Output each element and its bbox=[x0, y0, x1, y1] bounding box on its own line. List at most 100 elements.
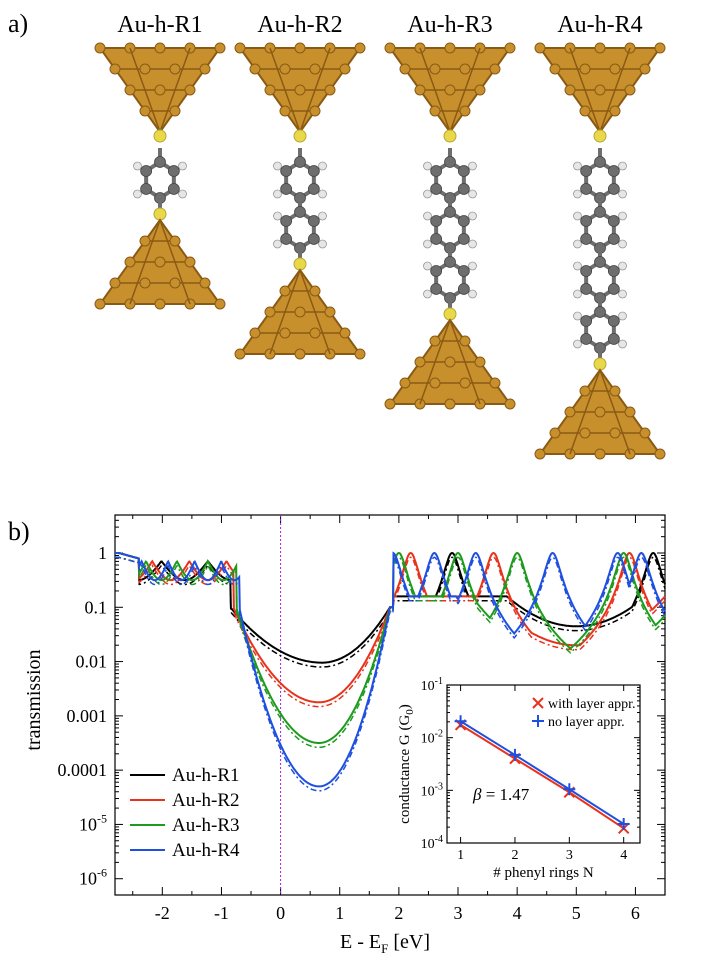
gold-atom bbox=[234, 42, 246, 54]
gold-atom bbox=[624, 406, 636, 418]
carbon-atom bbox=[167, 183, 180, 195]
carbon-atom bbox=[280, 215, 293, 227]
panel-a-label: a) bbox=[8, 9, 28, 38]
gold-atom bbox=[384, 42, 396, 54]
gold-atom bbox=[504, 398, 516, 410]
gold-atom bbox=[459, 335, 471, 347]
carbon-atom bbox=[167, 165, 180, 177]
carbon-atom bbox=[457, 265, 470, 277]
x-tick-label: 0 bbox=[276, 903, 285, 923]
y-tick-label: 1 bbox=[98, 543, 107, 563]
inset-marker-no-layer bbox=[563, 783, 576, 796]
sulfur-atom-top bbox=[153, 129, 167, 143]
carbon-atom bbox=[430, 215, 443, 227]
inset-x-tick-label: 3 bbox=[566, 848, 573, 863]
inset-y-tick-label: 10-1 bbox=[421, 676, 443, 694]
gold-atom bbox=[594, 448, 606, 460]
gold-atom bbox=[264, 84, 276, 96]
sulfur-atom-top bbox=[443, 129, 457, 143]
structure-label-4: Au-h-R4 bbox=[557, 12, 642, 38]
gold-lattice-line bbox=[449, 319, 481, 405]
hydrogen-atom bbox=[273, 239, 282, 249]
gold-atom bbox=[309, 63, 321, 75]
carbon-atom bbox=[580, 183, 593, 195]
gold-atom bbox=[169, 235, 181, 247]
gold-atom bbox=[429, 377, 441, 389]
gold-atom bbox=[414, 356, 426, 368]
carbon-atom bbox=[607, 215, 620, 227]
hydrogen-atom bbox=[573, 189, 582, 199]
gold-atom bbox=[444, 356, 456, 368]
gold-atom bbox=[169, 277, 181, 289]
carbon-atom bbox=[580, 233, 593, 245]
gold-atom bbox=[579, 427, 591, 439]
gold-atom bbox=[579, 105, 591, 117]
panel-a-structures: a) Au-h-R1 Au-h-R2 Au-h-R3 Au-h-R4 bbox=[8, 9, 666, 460]
gold-atom bbox=[154, 256, 166, 268]
x-tick-label: 2 bbox=[394, 903, 403, 923]
gold-lattice-line bbox=[299, 47, 331, 133]
carbon-atom bbox=[307, 233, 320, 245]
carbon-atom bbox=[594, 206, 606, 218]
legend-entry-au-h-r1: Au-h-R1 bbox=[172, 765, 240, 786]
gold-atom bbox=[249, 63, 261, 75]
carbon-atom bbox=[280, 233, 293, 245]
inset-y-tick-label: 10-2 bbox=[421, 729, 443, 747]
hydrogen-atom bbox=[618, 189, 627, 199]
y-tick-label: 0.0001 bbox=[58, 760, 108, 780]
gold-lattice-line bbox=[449, 47, 481, 133]
gold-atom bbox=[339, 63, 351, 75]
hydrogen-atom bbox=[423, 211, 432, 221]
gold-atom bbox=[429, 63, 441, 75]
gold-lattice-line bbox=[159, 47, 191, 133]
sulfur-atom-bottom bbox=[293, 257, 307, 271]
hydrogen-atom bbox=[468, 239, 477, 249]
gold-atom bbox=[169, 63, 181, 75]
gold-atom bbox=[474, 84, 486, 96]
carbon-atom bbox=[280, 183, 293, 195]
gold-atom bbox=[294, 348, 306, 360]
gold-atom bbox=[94, 42, 106, 54]
gold-atom bbox=[549, 63, 561, 75]
legend-entry-au-h-r4: Au-h-R4 bbox=[172, 840, 240, 861]
carbon-atom bbox=[594, 156, 606, 168]
gold-atom bbox=[354, 42, 366, 54]
molecule-structures bbox=[94, 42, 666, 460]
y-tick-label: 0.1 bbox=[85, 597, 108, 617]
carbon-atom bbox=[580, 165, 593, 177]
x-tick-label: -1 bbox=[214, 903, 229, 923]
gold-lattice-line bbox=[599, 47, 631, 133]
hydrogen-atom bbox=[468, 289, 477, 299]
gold-atom bbox=[594, 84, 606, 96]
gold-atom bbox=[534, 448, 546, 460]
gold-atom bbox=[339, 327, 351, 339]
gold-atom bbox=[324, 84, 336, 96]
carbon-atom bbox=[607, 333, 620, 345]
inset-legend-marker-no-layer bbox=[532, 715, 544, 727]
inset-conductance-chart: 1 2 3 4 10-1 10-2 10-3 10-4 # phenyl rings N cond… bbox=[392, 676, 655, 885]
inset-fit-line-0 bbox=[460, 724, 625, 830]
gold-atom bbox=[279, 327, 291, 339]
y-tick-label: 0.01 bbox=[76, 652, 108, 672]
gold-atom bbox=[429, 105, 441, 117]
hydrogen-atom bbox=[573, 211, 582, 221]
hydrogen-atom bbox=[618, 161, 627, 171]
sulfur-atom-top bbox=[593, 129, 607, 143]
carbon-atom bbox=[430, 233, 443, 245]
molecule-au-h-r2 bbox=[234, 42, 366, 360]
gold-atom bbox=[154, 84, 166, 96]
gold-atom bbox=[279, 63, 291, 75]
gold-atom bbox=[414, 84, 426, 96]
carbon-atom bbox=[580, 265, 593, 277]
series-line-au-h-r4 bbox=[115, 551, 666, 788]
gold-atom bbox=[399, 377, 411, 389]
carbon-atom bbox=[140, 183, 153, 195]
gold-atom bbox=[609, 105, 621, 117]
gold-atom bbox=[609, 427, 621, 439]
hydrogen-atom bbox=[423, 261, 432, 271]
gold-atom bbox=[609, 63, 621, 75]
inset-legend-marker-with-layer bbox=[532, 697, 544, 709]
gold-atom bbox=[564, 406, 576, 418]
inset-marker-no-layer bbox=[454, 715, 467, 728]
carbon-atom bbox=[457, 183, 470, 195]
